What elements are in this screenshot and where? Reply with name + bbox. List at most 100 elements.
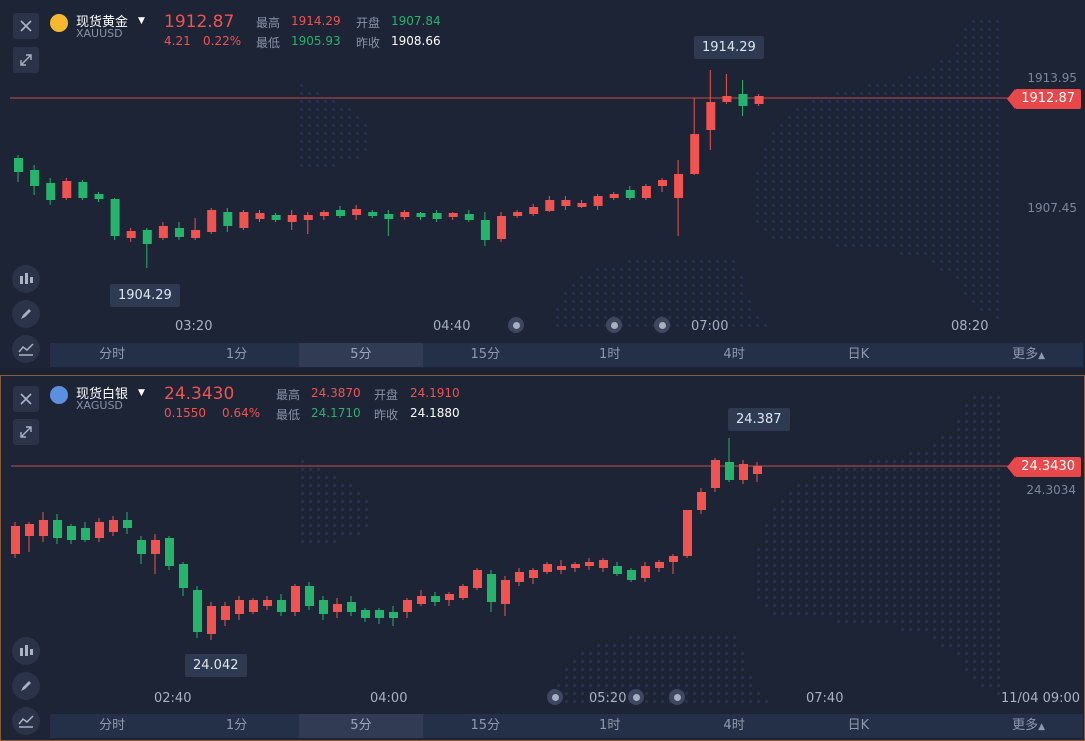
close-button[interactable]: [13, 386, 39, 412]
draw-button[interactable]: [12, 300, 40, 328]
candle-type-button[interactable]: [12, 637, 40, 665]
tab-5m[interactable]: 5分: [298, 343, 424, 367]
candle-type-icon: [20, 273, 33, 284]
candle: [207, 208, 217, 234]
indicator-button[interactable]: [12, 707, 40, 735]
tab-4h[interactable]: 4时: [723, 347, 745, 362]
close-button[interactable]: [13, 13, 39, 39]
silver-candlestick-chart[interactable]: [1, 376, 1084, 740]
candle: [110, 198, 120, 240]
indicator-icon: [18, 715, 34, 728]
candle-type-button[interactable]: [12, 265, 40, 293]
candle: [459, 584, 468, 600]
tab-15m[interactable]: 15分: [470, 347, 501, 362]
candle: [223, 208, 233, 232]
indicator-button[interactable]: [12, 335, 40, 363]
candle: [599, 558, 608, 572]
draw-button[interactable]: [12, 672, 40, 700]
gold-logo-icon: [50, 14, 68, 32]
prev-close-value: 24.1880: [410, 406, 460, 420]
time-axis-label: 05:20: [589, 691, 627, 706]
candle: [175, 222, 184, 240]
candle: [613, 562, 622, 576]
low-value: 1905.93: [291, 34, 341, 48]
symbol-name[interactable]: 现货白银: [76, 387, 129, 402]
candle: [46, 178, 56, 205]
candle: [753, 462, 762, 482]
candle: [529, 568, 538, 584]
event-dot-icon[interactable]: [547, 689, 563, 705]
tab-daily[interactable]: 日K: [847, 347, 870, 362]
candle: [305, 582, 314, 610]
low-callout: 1904.29: [110, 284, 180, 307]
time-axis-label: 11/04 09:00: [1001, 691, 1081, 706]
event-dot-icon[interactable]: [508, 317, 524, 333]
time-axis-label: 08:20: [951, 319, 989, 334]
time-axis-label: 04:40: [433, 319, 471, 334]
candle: [158, 222, 168, 240]
candle: [142, 228, 152, 268]
event-dot-icon[interactable]: [628, 689, 644, 705]
caret-up-icon: ▲: [1038, 351, 1045, 361]
open-value: 24.1910: [410, 386, 460, 400]
symbol-name[interactable]: 现货黄金: [76, 15, 129, 30]
expand-button[interactable]: [13, 419, 39, 445]
candle: [625, 186, 635, 200]
time-axis-label: 07:40: [806, 691, 844, 706]
price-axis-label: 1907.45: [1027, 201, 1077, 215]
last-price: 1912.87: [164, 12, 235, 32]
candle: [287, 210, 297, 230]
candle: [319, 596, 328, 620]
silver-logo-icon: [50, 386, 68, 404]
silver-period-tabs: 分时 1分 5分 15分 1时 4时 日K 更多▲: [50, 714, 1083, 738]
tab-1m[interactable]: 1分: [225, 347, 248, 362]
pencil-icon: [21, 681, 31, 691]
candle: [738, 80, 748, 116]
tab-4h[interactable]: 4时: [723, 718, 745, 733]
high-callout: 1914.29: [694, 36, 764, 59]
caret-down-icon[interactable]: ▼: [138, 16, 145, 26]
expand-button[interactable]: [13, 47, 39, 73]
candle: [11, 522, 20, 558]
candle: [336, 206, 345, 218]
candle: [529, 204, 539, 216]
tab-15m[interactable]: 15分: [470, 718, 501, 733]
tab-daily[interactable]: 日K: [847, 718, 870, 733]
gold-chart-panel: 现货黄金 ▼ XAUUSD 1912.87 4.21 0.22% 最高 1914…: [0, 0, 1085, 368]
candle: [669, 554, 678, 574]
tab-more[interactable]: 更多▲: [921, 343, 1083, 367]
candle: [25, 522, 34, 552]
tab-5m[interactable]: 5分: [298, 714, 424, 738]
candle: [448, 212, 458, 220]
event-dot-icon[interactable]: [606, 317, 622, 333]
tab-1m[interactable]: 1分: [225, 718, 248, 733]
tab-1h[interactable]: 1时: [599, 347, 621, 362]
caret-down-icon[interactable]: ▼: [138, 388, 145, 398]
candle: [403, 598, 412, 618]
prev-close-value: 1908.66: [391, 34, 441, 48]
candle: [319, 210, 329, 220]
candle: [683, 510, 692, 558]
candle: [417, 590, 426, 606]
event-dot-icon[interactable]: [669, 689, 685, 705]
candle: [126, 228, 136, 242]
tab-1h[interactable]: 1时: [599, 718, 621, 733]
candle: [368, 210, 378, 218]
tab-timeshare[interactable]: 分时: [99, 347, 126, 362]
event-dot-icon[interactable]: [654, 317, 670, 333]
candle: [95, 518, 104, 542]
close-icon: [20, 20, 32, 32]
price-change: 0.1550: [164, 406, 206, 420]
gold-candlestick-chart[interactable]: [0, 0, 1085, 368]
candle: [62, 178, 72, 200]
price-axis-label: 1913.95: [1027, 71, 1077, 85]
candle: [473, 568, 482, 590]
time-axis-label: 03:20: [175, 319, 213, 334]
candle: [432, 210, 442, 222]
candle: [123, 512, 132, 534]
tab-timeshare[interactable]: 分时: [99, 718, 126, 733]
tab-more[interactable]: 更多▲: [921, 714, 1083, 738]
candle: [515, 568, 524, 586]
candle: [389, 606, 398, 626]
candle: [754, 94, 764, 106]
